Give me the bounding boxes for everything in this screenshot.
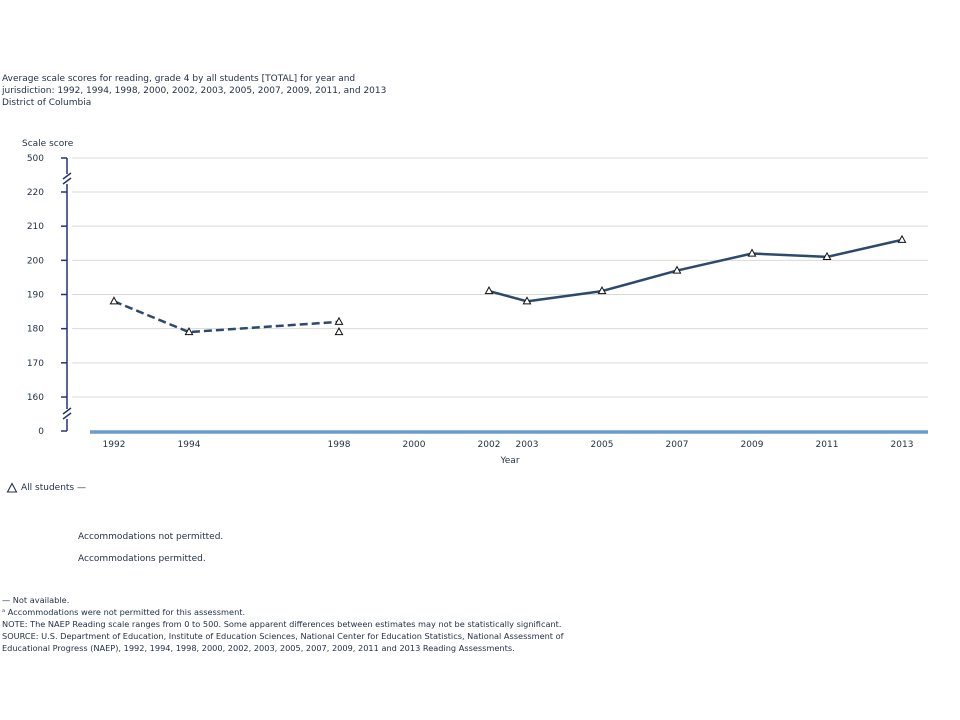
y-tick-label-0: 0	[38, 427, 44, 437]
y-tick-label-200: 200	[27, 256, 44, 266]
x-tick-label-2007: 2007	[666, 440, 689, 450]
chart-title-line-2: jurisdiction: 1992, 1994, 1998, 2000, 20…	[2, 86, 387, 96]
legend-accommodations-permitted: Accommodations permitted.	[78, 554, 206, 564]
y-axis-break-lower-b	[62, 412, 72, 420]
series-line-2	[488, 238, 903, 303]
x-tick-label-1992: 1992	[103, 440, 126, 450]
legend-triangle-icon	[6, 482, 18, 493]
chart-title-line-1: Average scale scores for reading, grade …	[2, 74, 356, 84]
note-source-2: Educational Progress (NAEP), 1992, 1994,…	[2, 643, 515, 653]
y-axis-break-upper-a	[62, 172, 72, 180]
y-tick-label-180: 180	[27, 325, 44, 335]
chart-title-block: Average scale scores for reading, grade …	[2, 73, 386, 109]
x-tick-label-1998: 1998	[328, 440, 351, 450]
note-accommodations: ᵃ Accommodations were not permitted for …	[2, 607, 246, 617]
series-line-0	[113, 300, 340, 334]
y-axis-title: Scale score	[22, 139, 74, 149]
x-tick-label-2013: 2013	[891, 440, 914, 450]
point-2013-206	[897, 234, 907, 243]
line-chart: Scale score 500 220 210 200 190 180 170 160 0 1992…	[22, 139, 928, 466]
legend-accommodations-not-permitted: Accommodations not permitted.	[78, 532, 224, 542]
x-axis-title: Year	[499, 456, 519, 466]
y-tick-label-160: 160	[27, 393, 44, 403]
y-axis-break-upper-b	[62, 177, 72, 185]
y-tick-label-210: 210	[27, 222, 44, 232]
y-axis-break-lower-a	[62, 407, 72, 415]
point-2003-188	[522, 296, 532, 305]
x-tick-label-2011: 2011	[816, 440, 839, 450]
y-tick-label-220: 220	[27, 188, 44, 198]
point-2011-201	[822, 251, 832, 261]
x-tick-label-2009: 2009	[741, 440, 764, 450]
x-tick-label-2003: 2003	[516, 440, 539, 450]
point-1994-179	[184, 327, 194, 336]
y-tick-label-190: 190	[27, 291, 44, 301]
point-1998-179	[334, 327, 344, 336]
point-1998-182	[334, 316, 344, 325]
x-tick-label-2002: 2002	[478, 440, 501, 450]
point-2009-202	[747, 248, 757, 257]
chart-notes: — Not available. ᵃ Accommodations were n…	[2, 594, 564, 654]
legend-all-students: All students —	[21, 483, 86, 493]
note-source-1: SOURCE: U.S. Department of Education, In…	[2, 631, 564, 641]
point-1992-188	[109, 296, 119, 305]
note-not-available: — Not available.	[2, 595, 70, 605]
point-2005-191	[597, 286, 607, 295]
x-tick-label-1994: 1994	[178, 440, 201, 450]
y-tick-label-170: 170	[27, 359, 44, 369]
point-2007-197	[672, 265, 682, 274]
point-2002-191	[484, 286, 494, 295]
note-scale: NOTE: The NAEP Reading scale ranges from…	[2, 619, 562, 629]
y-tick-label-500: 500	[27, 154, 44, 164]
chart-subtitle: District of Columbia	[2, 98, 92, 108]
x-tick-label-2000: 2000	[403, 440, 426, 450]
x-tick-label-2005: 2005	[591, 440, 614, 450]
